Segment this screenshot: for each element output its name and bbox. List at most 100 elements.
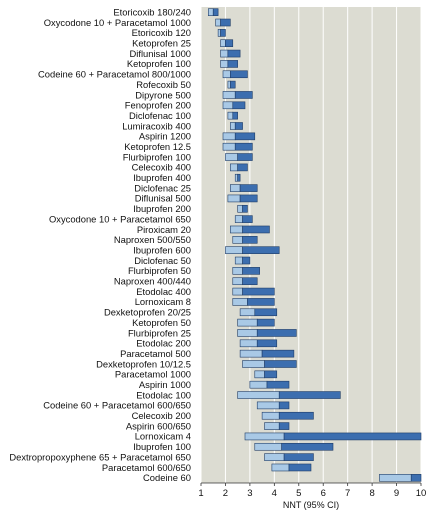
category-label: Codeine 60 + Paracetamol 600/650 (43, 400, 191, 411)
ci-lower-bar (242, 360, 265, 368)
ci-upper-bar (242, 287, 275, 296)
x-axis-label: NNT (95% CI) (283, 500, 339, 510)
ci-lower-bar (232, 267, 243, 275)
ci-upper-bar (234, 91, 253, 99)
category-label: Celecoxib 400 (132, 162, 191, 173)
category-label: Codeine 60 + Paracetamol 800/1000 (38, 69, 191, 80)
ci-upper-bar (266, 380, 290, 389)
x-tick-label: 4 (272, 488, 277, 499)
ci-upper-bar (220, 18, 231, 27)
ci-upper-bar (256, 329, 297, 337)
ci-upper-bar (283, 453, 314, 461)
category-label: Diflunisal 1000 (130, 48, 192, 59)
ci-upper-bar (281, 442, 334, 451)
ci-lower-bar (237, 329, 258, 337)
ci-upper-bar (278, 422, 290, 430)
category-label: Codeine 60 (143, 472, 191, 483)
category-label: Flurbiprofen 100 (123, 151, 191, 162)
ci-lower-bar (222, 91, 236, 99)
ci-upper-bar (242, 204, 248, 213)
category-label: Lornoxicam 4 (135, 431, 191, 442)
ci-lower-bar (244, 432, 285, 441)
category-label: Ketoprofen 25 (132, 38, 191, 49)
ci-lower-bar (232, 298, 248, 306)
ci-lower-bar (222, 70, 231, 79)
category-label: Diclofenac 25 (134, 182, 191, 193)
category-label: Diclofenac 100 (129, 110, 191, 121)
category-label: Fenoprofen 200 (125, 100, 191, 111)
bars (208, 8, 422, 482)
x-axis: 1 2 3 4 5 6 7 8 9 10 (198, 482, 427, 499)
ci-upper-bar (283, 432, 422, 441)
ci-lower-bar (237, 391, 280, 399)
ci-upper-bar (239, 194, 258, 203)
ci-upper-bar (232, 101, 246, 110)
ci-lower-bar (256, 401, 280, 410)
ci-lower-bar (271, 463, 290, 472)
category-label: Ibuprofen 100 (133, 441, 191, 452)
ci-lower-bar (230, 163, 238, 172)
category-label: Etoricoxib 180/240 (113, 6, 191, 17)
ci-lower-bar (222, 132, 236, 141)
category-label: Etodolac 200 (136, 338, 191, 349)
category-label: Celecoxib 200 (132, 410, 191, 421)
category-label: Paracetamol 500 (120, 348, 191, 359)
ci-upper-bar (242, 215, 253, 223)
ci-lower-bar (239, 349, 263, 358)
ci-upper-bar (242, 246, 280, 254)
ci-upper-bar (278, 391, 341, 399)
x-tick-label: 10 (416, 488, 427, 499)
ci-upper-bar (278, 401, 290, 410)
ci-lower-bar (254, 442, 282, 451)
ci-lower-bar (225, 153, 238, 161)
ci-upper-bar (230, 70, 248, 79)
ci-lower-bar (227, 194, 241, 203)
x-tick-label: 7 (345, 488, 350, 499)
ci-lower-bar (264, 453, 285, 461)
category-label: Ketoprofen 12.5 (124, 141, 191, 152)
ci-lower-bar (239, 339, 258, 348)
x-tick-label: 8 (369, 488, 374, 499)
x-tick-label: 1 (198, 488, 203, 499)
ci-upper-bar (261, 349, 295, 358)
ci-upper-bar (247, 298, 275, 306)
ci-upper-bar (410, 474, 422, 482)
ci-lower-bar (249, 380, 268, 389)
category-label: Piroxicam 20 (137, 224, 191, 235)
category-label: Dexketoprofen 10/12.5 (96, 358, 191, 369)
ci-lower-bar (234, 173, 238, 182)
ci-upper-bar (256, 339, 278, 348)
ci-lower-bar (227, 111, 234, 120)
x-tick-label: 2 (223, 488, 228, 499)
ci-upper-bar (227, 49, 241, 58)
ci-upper-bar (220, 29, 226, 37)
category-label: Paracetamol 600/650 (102, 462, 191, 473)
ci-upper-bar (234, 122, 243, 130)
ci-upper-bar (254, 308, 278, 317)
ci-upper-bar (237, 163, 248, 172)
category-label: Flurbiprofen 50 (128, 265, 191, 276)
ci-lower-bar (237, 204, 243, 213)
category-label: Naproxen 400/440 (114, 276, 191, 287)
ci-lower-bar (230, 122, 236, 130)
ci-lower-bar (254, 370, 265, 379)
category-label: Dextropropoxyphene 65 + Paracetamol 650 (9, 451, 191, 462)
ci-upper-bar (225, 39, 234, 48)
ci-lower-bar (225, 246, 243, 254)
category-label: Ketoprofen 100 (127, 58, 191, 69)
ci-lower-bar (239, 308, 256, 317)
category-label: Aspirin 600/650 (126, 420, 191, 431)
ci-upper-bar (232, 111, 238, 120)
ci-upper-bar (212, 8, 219, 16)
ci-lower-bar (220, 39, 226, 48)
ci-lower-bar (220, 60, 229, 68)
category-label: Etodolac 400 (136, 286, 191, 297)
category-label: Ibuprofen 200 (133, 203, 191, 214)
category-label: Paracetamol 1000 (115, 369, 191, 380)
x-tick-label: 5 (296, 488, 301, 499)
ci-lower-bar (261, 411, 280, 420)
ci-lower-bar (230, 225, 243, 234)
ci-lower-bar (220, 49, 229, 58)
ci-upper-bar (256, 318, 275, 327)
category-label: Flurbiprofen 25 (128, 327, 191, 338)
